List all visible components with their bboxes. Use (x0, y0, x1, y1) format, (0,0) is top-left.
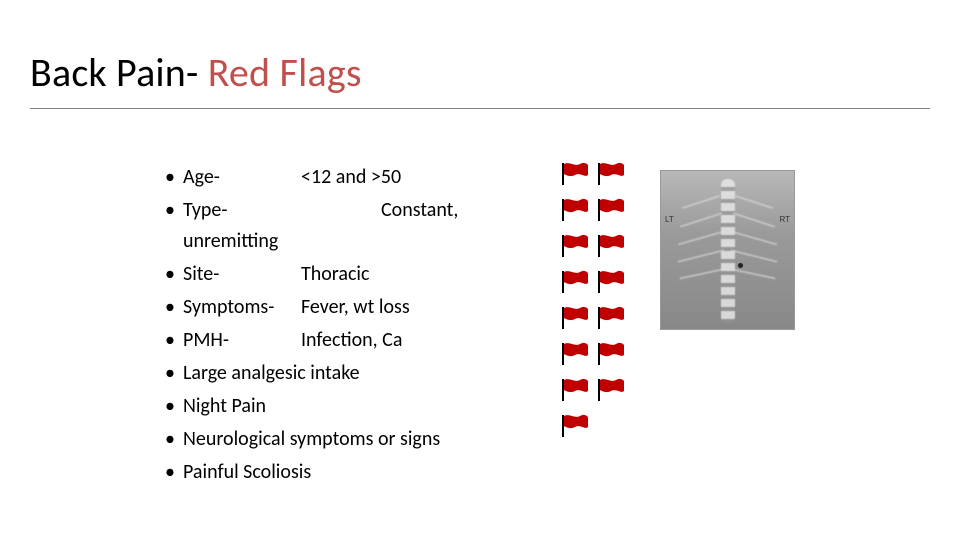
title-underline (30, 108, 930, 109)
red-flag-icon (596, 198, 626, 222)
bullet-label: Symptoms- (183, 292, 301, 323)
flag-row (560, 160, 640, 188)
red-flag-icon (560, 270, 590, 294)
red-flag-icon (596, 234, 626, 258)
slide: Back Pain- Red Flags Age-<12 and >50Type… (0, 0, 960, 540)
red-flag-icon (560, 342, 590, 366)
bullet-value: Thoracic (301, 262, 369, 286)
flag-column (560, 160, 640, 448)
bullet-label: Site- (183, 259, 301, 290)
xray-image: LT RT (660, 170, 795, 330)
list-item: Symptoms-Fever, wt loss (165, 292, 535, 323)
flag-row (560, 196, 640, 224)
title-part1: Back Pain- (30, 48, 208, 97)
list-item: Type-Constant, unremitting (165, 195, 535, 257)
flag-row (560, 268, 640, 296)
red-flag-icon (596, 306, 626, 330)
bullet-list: Age-<12 and >50Type-Constant,unremitting… (165, 162, 535, 488)
slide-title: Back Pain- Red Flags (30, 48, 362, 97)
bullet-list-container: Age-<12 and >50Type-Constant,unremitting… (165, 162, 535, 490)
list-item: Site-Thoracic (165, 259, 535, 290)
list-item: Age-<12 and >50 (165, 162, 535, 193)
red-flag-icon (596, 270, 626, 294)
flag-row (560, 376, 640, 404)
list-item: Large analgesic intake (165, 358, 535, 389)
bullet-label: Type- (183, 195, 381, 226)
red-flag-icon (560, 306, 590, 330)
bullet-value: Constant, (381, 198, 458, 222)
flag-row (560, 304, 640, 332)
red-flag-icon (560, 198, 590, 222)
xray-marker-dot (738, 263, 743, 268)
red-flag-icon (596, 162, 626, 186)
red-flag-icon (560, 378, 590, 402)
bullet-value-cont: unremitting (183, 229, 278, 253)
bullet-label: PMH- (183, 325, 301, 356)
red-flag-icon (560, 414, 590, 438)
flag-row (560, 340, 640, 368)
xray-label-left: LT (665, 215, 674, 224)
list-item: Painful Scoliosis (165, 457, 535, 488)
list-item: PMH-Infection, Ca (165, 325, 535, 356)
bullet-label: Age- (183, 162, 301, 193)
red-flag-icon (596, 378, 626, 402)
bullet-value: Fever, wt loss (301, 295, 410, 319)
list-item: Neurological symptoms or signs (165, 424, 535, 455)
list-item: Night Pain (165, 391, 535, 422)
bullet-value: Infection, Ca (301, 328, 402, 352)
red-flag-icon (560, 162, 590, 186)
red-flag-icon (596, 342, 626, 366)
title-part2: Red Flags (208, 48, 362, 97)
bullet-value: <12 and >50 (301, 165, 401, 189)
flag-row (560, 232, 640, 260)
flag-row (560, 412, 640, 440)
xray-label-right: RT (779, 215, 790, 224)
red-flag-icon (560, 234, 590, 258)
